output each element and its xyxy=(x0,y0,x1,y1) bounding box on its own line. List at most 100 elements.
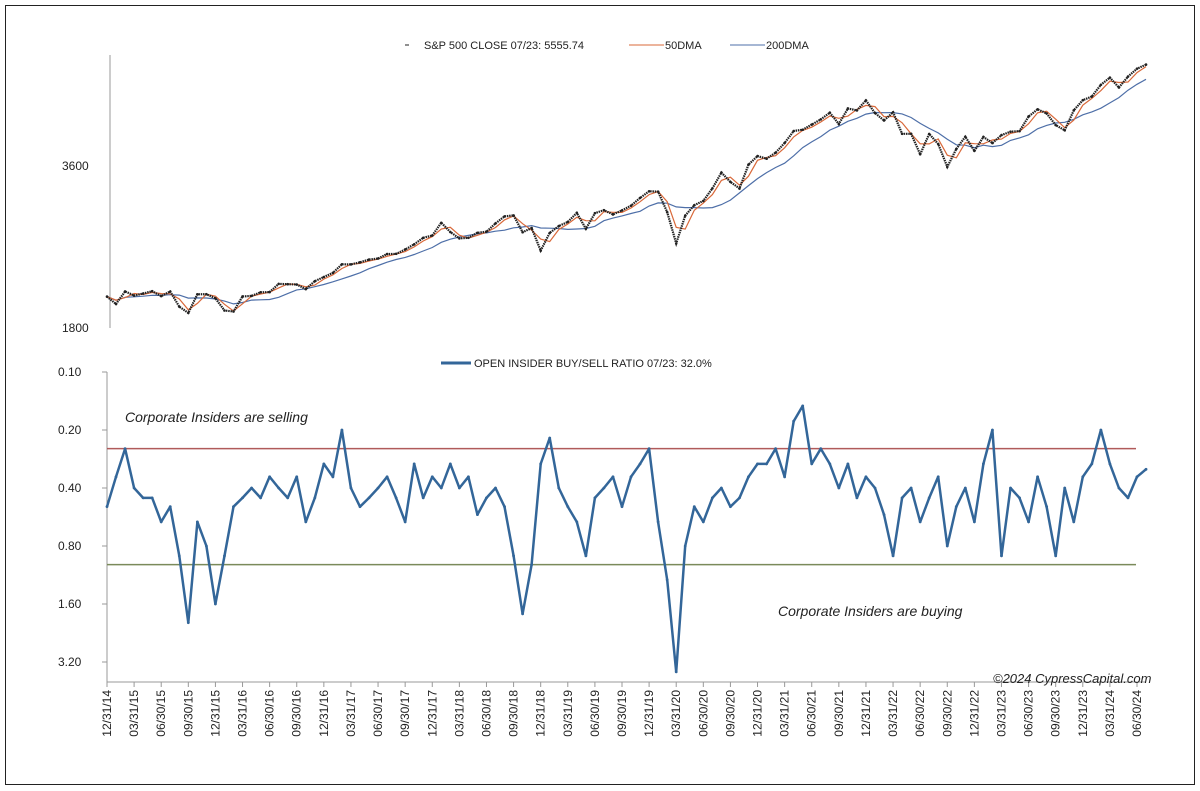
sp500-point xyxy=(430,234,434,237)
insider-ratio-point xyxy=(575,520,579,524)
sp500-point xyxy=(421,236,425,240)
sp500-point xyxy=(855,109,859,112)
insider-ratio-point xyxy=(747,475,750,479)
insider-ratio-point xyxy=(611,475,615,479)
sp500-point xyxy=(340,262,344,266)
sp500-point xyxy=(611,213,615,216)
insider-ratio-point xyxy=(385,475,389,479)
insider-ratio-point xyxy=(674,670,678,674)
insider-ratio-point xyxy=(810,462,814,466)
insider-ratio-point xyxy=(1036,475,1040,479)
sp500-point xyxy=(223,309,226,312)
insider-ratio-point xyxy=(701,520,705,524)
insider-ratio-point xyxy=(141,496,145,500)
x-tick-label: 09/30/19 xyxy=(615,690,629,737)
sp500-point xyxy=(1036,107,1039,111)
insider-ratio-point xyxy=(1045,505,1049,509)
sp500-point xyxy=(1027,115,1030,118)
insider-ratio-point xyxy=(168,505,172,509)
sp500-point xyxy=(927,132,931,136)
insider-ratio-point xyxy=(665,578,669,582)
sp500-point xyxy=(530,226,533,230)
sp500-point xyxy=(720,171,723,174)
sp500-point xyxy=(376,257,380,260)
insider-ratio-point xyxy=(945,544,949,548)
sp500-point xyxy=(304,287,308,291)
insider-ratio-point xyxy=(250,486,253,490)
legend-sp500-label: S&P 500 CLOSE 07/23: 5555.74 xyxy=(424,40,584,52)
sp500-point xyxy=(918,152,922,156)
copyright-label: ©2024 CypressCapital.com xyxy=(993,671,1152,686)
sp500-point xyxy=(503,215,506,218)
sp500-point xyxy=(214,296,217,300)
x-tick-label: 06/30/17 xyxy=(371,690,385,737)
x-tick-label: 06/30/19 xyxy=(588,690,602,737)
insider-ratio-point xyxy=(1144,467,1148,471)
insider-ratio-point xyxy=(792,419,796,423)
sp500-point xyxy=(1081,98,1085,102)
insider-ratio-point xyxy=(683,544,687,548)
sp500-point xyxy=(1108,76,1112,79)
y-tick-label: 0.10 xyxy=(58,365,82,379)
x-tick-label: 03/31/17 xyxy=(344,690,358,737)
legend-200dma-label: 200DMA xyxy=(766,40,809,52)
x-tick-label: 03/31/19 xyxy=(561,690,575,737)
sp500-point xyxy=(882,119,886,122)
sp500-point xyxy=(250,294,253,298)
insider-ratio-line xyxy=(105,404,1147,674)
insider-ratio-point xyxy=(710,496,714,500)
y-tick-label: 3.20 xyxy=(58,655,82,669)
insider-ratio-point xyxy=(268,475,272,479)
sp500-point xyxy=(602,208,606,212)
insider-ratio-point xyxy=(331,475,335,479)
insider-ratio-point xyxy=(150,496,154,500)
insider-ratio-point xyxy=(765,462,768,466)
insider-ratio-point xyxy=(313,496,317,500)
insider-ratio-point xyxy=(1099,428,1103,432)
sp500-point xyxy=(105,295,109,298)
insider-ratio-point xyxy=(259,496,262,500)
insider-ratio-point xyxy=(367,496,371,500)
sp500-point xyxy=(187,311,190,315)
sp500-point xyxy=(729,180,732,184)
sp500-point xyxy=(277,282,280,286)
insider-ratio-point xyxy=(223,554,226,558)
insider-ratio-point xyxy=(195,520,199,524)
sp500-point xyxy=(575,211,579,215)
x-tick-label: 03/31/23 xyxy=(994,690,1008,737)
sp500-point xyxy=(467,236,470,240)
x-tick-label: 12/31/16 xyxy=(317,690,331,737)
sp500-point xyxy=(1135,67,1139,70)
insider-ratio-point xyxy=(783,475,787,479)
insider-ratio-point xyxy=(638,462,642,466)
insider-ratio-point xyxy=(204,544,208,548)
insider-ratio-point xyxy=(991,428,994,432)
insider-ratio-point xyxy=(593,496,597,500)
sp500-point xyxy=(566,220,570,224)
50dma-line xyxy=(106,66,1147,312)
x-tick-label: 12/31/17 xyxy=(425,690,439,737)
insider-ratio-point xyxy=(394,496,398,500)
sp500-point xyxy=(394,252,398,256)
sp500-point xyxy=(476,231,479,235)
insider-ratio-point xyxy=(1027,520,1030,524)
sp500-point xyxy=(593,211,597,215)
sp500-point xyxy=(286,282,290,286)
x-tick-label: 06/30/15 xyxy=(154,690,168,737)
x-tick-label: 12/31/23 xyxy=(1076,690,1090,737)
insider-ratio-point xyxy=(1135,475,1139,479)
insider-ratio-point xyxy=(105,505,109,509)
x-tick-label: 12/31/22 xyxy=(967,690,981,737)
insider-ratio-point xyxy=(159,520,163,524)
insider-ratio-point xyxy=(476,513,479,517)
insider-ratio-point xyxy=(1090,462,1094,466)
sp500-point xyxy=(322,275,326,279)
insider-ratio-point xyxy=(774,447,777,451)
sp500-point xyxy=(973,149,976,153)
insider-ratio-point xyxy=(114,475,118,479)
insider-ratio-point xyxy=(512,554,515,558)
sp500-point xyxy=(177,305,181,308)
selling-annotation: Corporate Insiders are selling xyxy=(125,409,308,425)
sp500-point xyxy=(385,252,389,256)
sp500-point xyxy=(485,230,488,233)
